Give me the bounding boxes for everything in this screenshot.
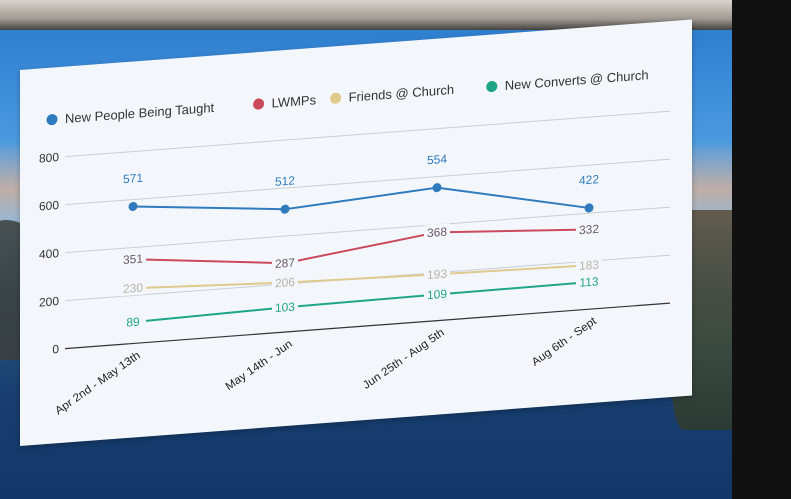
data-label: 332 (579, 222, 599, 238)
data-label-background (424, 265, 450, 283)
series-line (132, 228, 590, 265)
data-label-background (272, 254, 298, 272)
data-label-background (272, 298, 298, 316)
line-chart-panel: 0 200 400 600 800 Apr 2nd - May 13th May 14th … (20, 19, 692, 446)
x-axis-line (65, 302, 670, 350)
line-chart: 0 200 400 600 800 Apr 2nd - May 13th May 14th … (39, 67, 670, 418)
series-line (132, 186, 590, 211)
y-tick-label: 400 (39, 246, 59, 262)
data-label-background (120, 279, 146, 297)
data-label: 368 (427, 225, 447, 241)
data-point (280, 204, 290, 214)
legend-marker (330, 92, 342, 104)
gridline (65, 158, 670, 206)
legend-marker (253, 98, 265, 110)
y-tick-label: 200 (39, 294, 59, 310)
data-label: 206 (275, 275, 295, 291)
x-category-label: Apr 2nd - May 13th (53, 350, 142, 418)
data-point (432, 183, 442, 193)
legend-label: New Converts @ Church (505, 67, 649, 93)
x-category-label: Jun 25th - Aug 5th (361, 327, 446, 392)
data-label: 89 (126, 315, 140, 330)
x-category-label: May 14th - Jun (224, 338, 295, 393)
data-label: 422 (579, 172, 599, 188)
legend-label: New People Being Taught (65, 100, 215, 126)
data-label-background (576, 256, 602, 274)
data-label-background (424, 223, 450, 241)
data-label-background (120, 250, 146, 268)
legend-marker (486, 81, 498, 93)
data-label: 103 (275, 300, 295, 316)
data-label: 287 (275, 255, 295, 271)
x-category-label: Aug 6th - Sept (530, 315, 599, 369)
data-label-background (272, 273, 298, 291)
data-label: 554 (427, 152, 447, 168)
gridline (65, 110, 670, 158)
data-point (584, 203, 594, 213)
monitor-bezel (732, 0, 791, 499)
data-label-background (576, 273, 602, 291)
data-label-background (576, 220, 602, 238)
y-tick-label: 800 (39, 150, 59, 166)
legend-marker (46, 114, 58, 126)
y-tick-label: 600 (39, 198, 59, 214)
data-label-background (120, 313, 146, 331)
data-label: 113 (579, 274, 598, 289)
data-label: 109 (427, 287, 447, 303)
data-point (128, 201, 138, 211)
gridline (65, 206, 670, 254)
data-label: 512 (275, 173, 295, 189)
data-label: 230 (123, 281, 143, 297)
data-label: 571 (123, 171, 143, 187)
series-line (132, 264, 590, 290)
data-label: 351 (123, 252, 143, 268)
series-line (132, 281, 590, 324)
data-label-background (424, 285, 450, 303)
data-label: 183 (579, 258, 599, 274)
legend-label: Friends @ Church (349, 82, 455, 105)
data-label: 193 (427, 267, 447, 283)
legend-label: LWMPs (272, 92, 317, 110)
y-tick-label: 0 (52, 342, 59, 357)
